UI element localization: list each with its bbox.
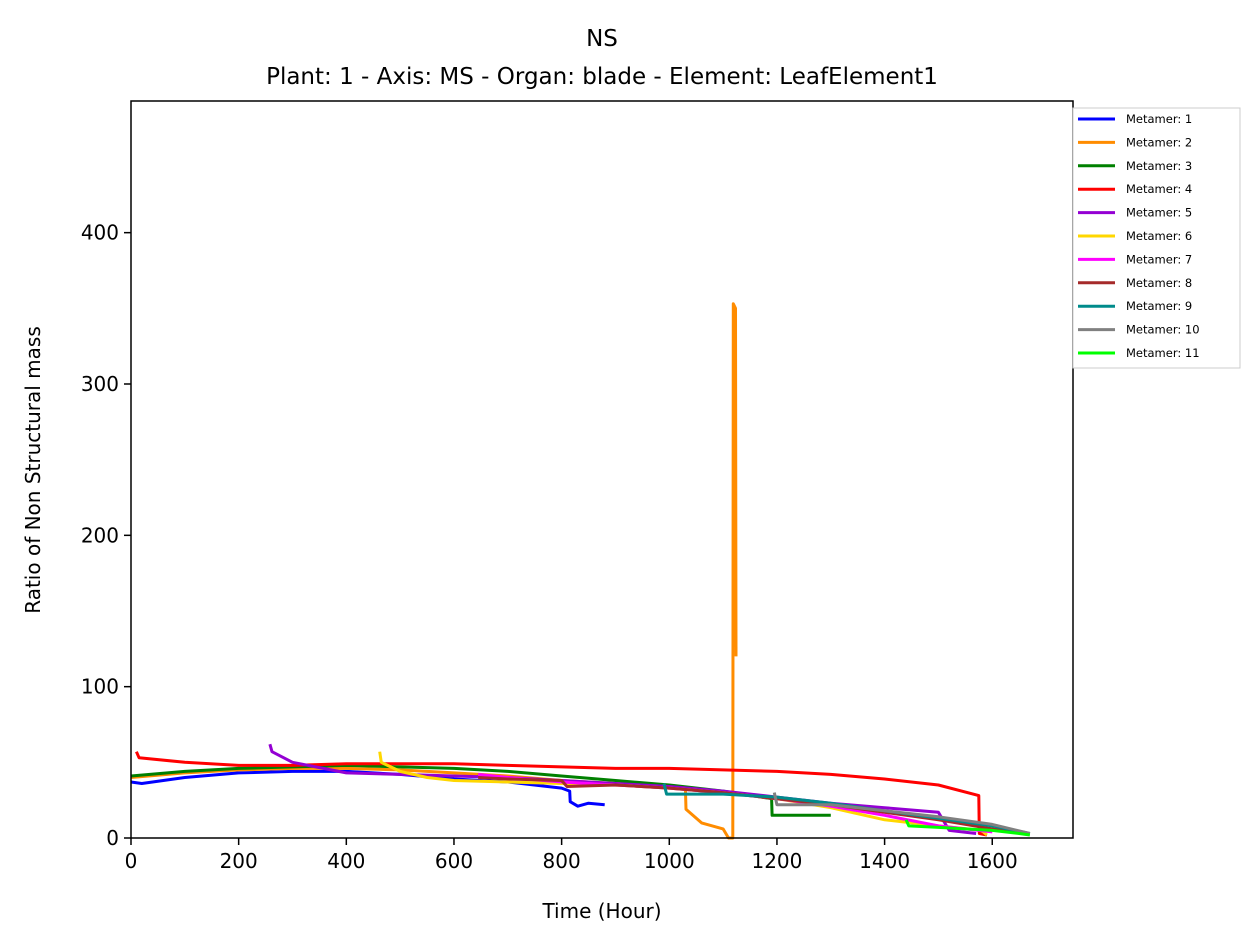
series-line-11 <box>904 819 1031 837</box>
y-tick-label: 200 <box>81 523 119 547</box>
x-tick-label: 0 <box>125 849 138 873</box>
x-tick-label: 800 <box>543 849 581 873</box>
legend-label: Metamer: 3 <box>1126 159 1192 173</box>
series-line-4 <box>135 751 988 837</box>
legend-label: Metamer: 1 <box>1126 112 1192 126</box>
y-axis: 0 100 200 300 400 <box>81 221 131 850</box>
x-tick-label: 200 <box>220 849 258 873</box>
y-axis-label: Ratio of Non Structural mass <box>21 326 45 614</box>
legend-label: Metamer: 8 <box>1126 276 1192 290</box>
x-tick-label: 400 <box>327 849 365 873</box>
series-line-10 <box>772 792 1031 835</box>
y-tick-label: 300 <box>81 372 119 396</box>
x-tick-label: 1200 <box>751 849 802 873</box>
legend-label: Metamer: 2 <box>1126 135 1192 149</box>
x-tick-label: 1000 <box>644 849 695 873</box>
legend-label: Metamer: 9 <box>1126 299 1192 313</box>
series-line-5 <box>268 743 977 835</box>
legend-box <box>1072 107 1241 369</box>
legend-label: Metamer: 11 <box>1126 346 1200 360</box>
y-tick-label: 400 <box>81 221 119 245</box>
legend-label: Metamer: 6 <box>1126 229 1192 243</box>
y-tick-label: 0 <box>106 826 119 850</box>
series-line-1 <box>130 769 605 808</box>
x-tick-label: 1600 <box>967 849 1018 873</box>
chart-title: NS <box>586 26 618 52</box>
x-axis: 0 200 400 600 800 1000 1200 1400 1600 <box>125 838 1018 873</box>
series-line-3 <box>130 763 831 817</box>
chart-subtitle: Plant: 1 - Axis: MS - Organ: blade - Ele… <box>266 64 938 90</box>
legend-label: Metamer: 10 <box>1126 323 1200 337</box>
plot-lines <box>130 302 1031 840</box>
x-tick-label: 1400 <box>859 849 910 873</box>
legend-label: Metamer: 7 <box>1126 252 1192 266</box>
legend-label: Metamer: 4 <box>1126 182 1192 196</box>
plot-frame <box>130 100 1074 839</box>
legend: Metamer: 1 Metamer: 2 Metamer: 3 Metamer: 4… <box>1072 107 1241 369</box>
x-axis-label: Time (Hour) <box>541 899 661 923</box>
legend-label: Metamer: 5 <box>1126 206 1192 220</box>
series-line-2 <box>130 302 738 840</box>
x-tick-label: 600 <box>435 849 473 873</box>
y-tick-label: 100 <box>81 675 119 699</box>
